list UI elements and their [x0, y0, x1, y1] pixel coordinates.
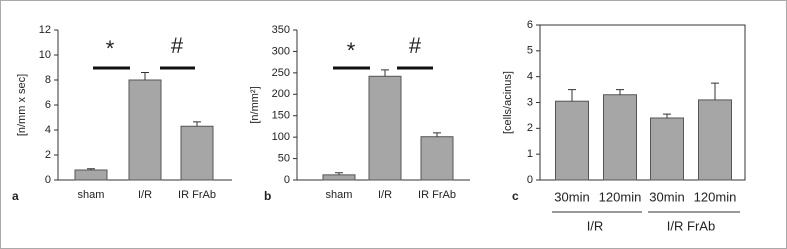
error-bar [433, 132, 441, 137]
error-bar [711, 82, 719, 100]
y-tick-label: 150 [272, 110, 290, 122]
y-tick-label: 8 [45, 74, 51, 86]
y-tick-label: 12 [39, 24, 51, 36]
y-tick-label: 350 [272, 24, 290, 36]
bar [650, 117, 684, 181]
y-tick-label: 2 [527, 122, 533, 134]
bar [74, 169, 108, 181]
error-bar [568, 89, 576, 102]
x-tick-label: 30min [554, 189, 589, 204]
y-tick-label: 6 [45, 99, 51, 111]
error-bar [141, 72, 149, 80]
y-tick-label: 4 [45, 124, 51, 136]
y-axis-label: [n/mm x sec] [16, 74, 28, 136]
bar [128, 79, 162, 181]
error-bar [381, 69, 389, 77]
bar [368, 75, 402, 181]
x-tick-label: sham [78, 189, 105, 201]
y-tick-label: 0 [284, 174, 290, 186]
x-tick-label: IR FrAb [178, 189, 216, 201]
bar [555, 100, 589, 181]
x-tick-label: 120min [694, 189, 737, 204]
bar [420, 136, 454, 181]
y-tick-label: 3 [527, 96, 533, 108]
y-tick-label: 250 [272, 67, 290, 79]
error-bar [193, 121, 201, 127]
error-bar [335, 172, 343, 175]
y-tick-label: 200 [272, 88, 290, 100]
y-tick-label: 300 [272, 45, 290, 57]
y-tick-label: 0 [45, 174, 51, 186]
annotation: * [106, 36, 115, 61]
error-bar [616, 89, 624, 95]
y-tick-label: 4 [527, 71, 533, 83]
y-axis-label: [n/mm²] [249, 86, 261, 123]
error-bar [87, 168, 95, 170]
bar [603, 94, 637, 181]
group-label: I/R [587, 218, 604, 233]
y-tick-label: 100 [272, 131, 290, 143]
x-tick-label: 120min [599, 189, 642, 204]
y-tick-label: 0 [527, 174, 533, 186]
x-tick-label: I/R [138, 189, 152, 201]
annotation: * [347, 38, 356, 63]
annotation: # [409, 33, 422, 58]
x-tick-label: IR FrAb [418, 189, 456, 201]
y-axis-label: [cells/acinus] [502, 71, 514, 134]
x-tick-label: sham [326, 189, 353, 201]
x-tick-label: I/R [378, 189, 392, 201]
y-tick-label: 2 [45, 149, 51, 161]
y-tick-label: 6 [527, 19, 533, 31]
y-tick-label: 5 [527, 45, 533, 57]
error-bar [663, 113, 671, 118]
y-tick-label: 50 [278, 152, 290, 164]
group-label: I/R FrAb [667, 218, 715, 233]
y-tick-label: 1 [527, 148, 533, 160]
bar [698, 99, 732, 181]
bar [180, 125, 214, 181]
y-tick-label: 10 [39, 49, 51, 61]
bar [322, 174, 356, 181]
panel-label: a [12, 189, 19, 203]
panel-label: c [512, 189, 519, 203]
panel-label: b [264, 189, 271, 203]
annotation: # [171, 33, 184, 58]
x-tick-label: 30min [649, 189, 684, 204]
